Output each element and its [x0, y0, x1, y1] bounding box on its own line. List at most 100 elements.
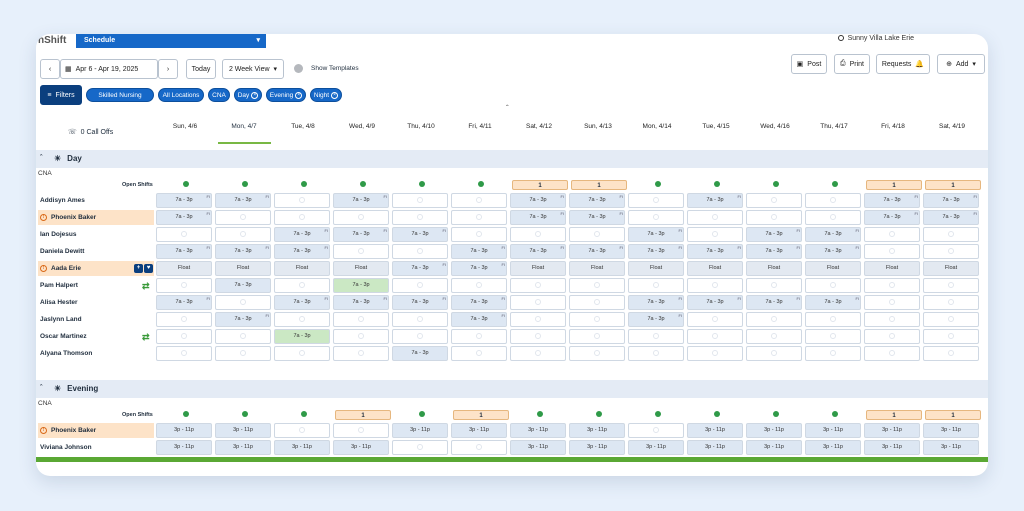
empty-shift-cell[interactable] [274, 278, 330, 293]
empty-shift-cell[interactable] [215, 346, 271, 361]
staff-name[interactable]: ! Phoenix Baker [38, 210, 154, 225]
shift-cell[interactable]: 7a - 3p FI [864, 193, 920, 208]
empty-shift-cell[interactable] [510, 227, 566, 242]
shift-cell[interactable]: 7a - 3p FI [215, 193, 271, 208]
shift-cell[interactable]: Float [746, 261, 802, 276]
shift-cell[interactable]: 7a - 3p [215, 278, 271, 293]
shift-cell[interactable]: 7a - 3p FI [333, 295, 389, 310]
shift-cell[interactable]: 7a - 3p FI [923, 193, 979, 208]
empty-shift-cell[interactable] [333, 329, 389, 344]
shift-cell[interactable]: 7a - 3p FI [628, 227, 684, 242]
empty-shift-cell[interactable] [864, 329, 920, 344]
chevron-up-icon[interactable]: ˆ [40, 155, 43, 162]
empty-shift-cell[interactable] [451, 329, 507, 344]
empty-shift-cell[interactable] [510, 295, 566, 310]
empty-shift-cell[interactable] [923, 278, 979, 293]
shift-cell[interactable]: 7a - 3p FI [805, 295, 861, 310]
chip-day[interactable]: Day × [234, 88, 262, 102]
empty-shift-cell[interactable] [451, 210, 507, 225]
shift-cell[interactable]: 7a - 3p [333, 278, 389, 293]
empty-shift-cell[interactable] [451, 227, 507, 242]
empty-shift-cell[interactable] [864, 312, 920, 327]
empty-shift-cell[interactable] [569, 346, 625, 361]
empty-shift-cell[interactable] [392, 193, 448, 208]
shift-cell[interactable]: 7a - 3p FI [156, 210, 212, 225]
open-shift-filled-icon[interactable] [394, 410, 450, 420]
shift-cell[interactable]: 3p - 11p [510, 440, 566, 455]
shift-cell[interactable]: 7a - 3p FI [569, 193, 625, 208]
shift-cell[interactable]: 3p - 11p [215, 440, 271, 455]
empty-shift-cell[interactable] [569, 312, 625, 327]
facility-selector[interactable]: Sunny Villa Lake Erie [837, 34, 914, 44]
shift-cell[interactable]: 3p - 11p [687, 440, 743, 455]
empty-shift-cell[interactable] [923, 312, 979, 327]
shift-cell[interactable]: 3p - 11p [923, 440, 979, 455]
shift-cell[interactable]: Float [333, 261, 389, 276]
day-header[interactable]: Sun, 4/13 [584, 123, 612, 130]
empty-shift-cell[interactable] [451, 440, 507, 455]
empty-shift-cell[interactable] [333, 244, 389, 259]
staff-name[interactable]: Jaslynn Land [38, 312, 154, 327]
open-shift-filled-icon[interactable] [394, 180, 450, 190]
shift-cell[interactable]: Float [805, 261, 861, 276]
open-shift-filled-icon[interactable] [276, 410, 332, 420]
open-shift-filled-icon[interactable] [748, 410, 804, 420]
date-range-picker[interactable]: ▦ Apr 6 - Apr 19, 2025 [60, 59, 158, 79]
empty-shift-cell[interactable] [923, 227, 979, 242]
shift-cell[interactable]: 7a - 3p FI [333, 193, 389, 208]
module-select[interactable]: Schedule ▾ [76, 34, 266, 48]
shift-cell[interactable]: 7a - 3p FI [274, 244, 330, 259]
empty-shift-cell[interactable] [628, 423, 684, 438]
shift-cell[interactable]: 7a - 3p FI [687, 295, 743, 310]
shift-cell[interactable]: 7a - 3p FI [392, 227, 448, 242]
empty-shift-cell[interactable] [451, 278, 507, 293]
shift-cell[interactable]: 7a - 3p FI [864, 210, 920, 225]
remove-chip-icon[interactable]: × [251, 91, 259, 99]
empty-shift-cell[interactable] [569, 295, 625, 310]
shift-cell[interactable]: 7a - 3p FI [628, 295, 684, 310]
empty-shift-cell[interactable] [510, 278, 566, 293]
empty-shift-cell[interactable] [864, 244, 920, 259]
shift-cell[interactable]: 7a - 3p FI [451, 261, 507, 276]
staff-name[interactable]: Daniela Dewitt [38, 244, 154, 259]
shift-cell[interactable]: Float [923, 261, 979, 276]
shift-cell[interactable]: 7a - 3p [392, 346, 448, 361]
empty-shift-cell[interactable] [923, 346, 979, 361]
open-shift-filled-icon[interactable] [217, 410, 273, 420]
open-shift-count[interactable]: 1 [925, 410, 981, 420]
empty-shift-cell[interactable] [805, 193, 861, 208]
empty-shift-cell[interactable] [215, 210, 271, 225]
empty-shift-cell[interactable] [628, 329, 684, 344]
empty-shift-cell[interactable] [510, 346, 566, 361]
shift-cell[interactable]: 7a - 3p FI [215, 312, 271, 327]
remove-chip-icon[interactable]: × [295, 91, 303, 99]
staff-name[interactable]: Viviana Johnson [38, 440, 154, 455]
empty-shift-cell[interactable] [864, 227, 920, 242]
shift-cell[interactable]: 7a - 3p FI [333, 227, 389, 242]
section-header-evening[interactable]: ˆ ☀ Evening [36, 380, 988, 398]
shift-cell[interactable]: 3p - 11p [569, 423, 625, 438]
next-range-button[interactable]: › [158, 59, 178, 79]
empty-shift-cell[interactable] [156, 312, 212, 327]
open-shift-count[interactable]: 1 [571, 180, 627, 190]
shift-cell[interactable]: Float [687, 261, 743, 276]
shift-cell[interactable]: Float [510, 261, 566, 276]
shift-cell[interactable]: 7a - 3p FI [156, 244, 212, 259]
day-header[interactable]: Tue, 4/15 [702, 123, 730, 130]
empty-shift-cell[interactable] [392, 312, 448, 327]
empty-shift-cell[interactable] [392, 210, 448, 225]
shift-cell[interactable]: 7a - 3p FI [569, 210, 625, 225]
day-header[interactable]: Sun, 4/6 [172, 123, 198, 130]
empty-shift-cell[interactable] [805, 210, 861, 225]
shift-cell[interactable]: 7a - 3p FI [451, 244, 507, 259]
empty-shift-cell[interactable] [687, 312, 743, 327]
shift-cell[interactable]: 7a - 3p FI [156, 193, 212, 208]
shift-cell[interactable]: 3p - 11p [156, 423, 212, 438]
shift-cell[interactable]: Float [569, 261, 625, 276]
day-header[interactable]: Fri, 4/18 [881, 123, 905, 130]
chip-night[interactable]: Night × [310, 88, 342, 102]
empty-shift-cell[interactable] [451, 193, 507, 208]
prev-range-button[interactable]: ‹ [40, 59, 60, 79]
empty-shift-cell[interactable] [274, 210, 330, 225]
empty-shift-cell[interactable] [805, 278, 861, 293]
